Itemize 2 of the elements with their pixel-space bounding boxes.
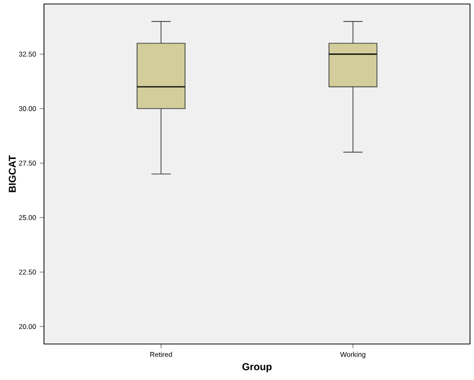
y-axis-title: BIGCAT (8, 155, 16, 192)
x-axis-title: Group (242, 363, 272, 372)
